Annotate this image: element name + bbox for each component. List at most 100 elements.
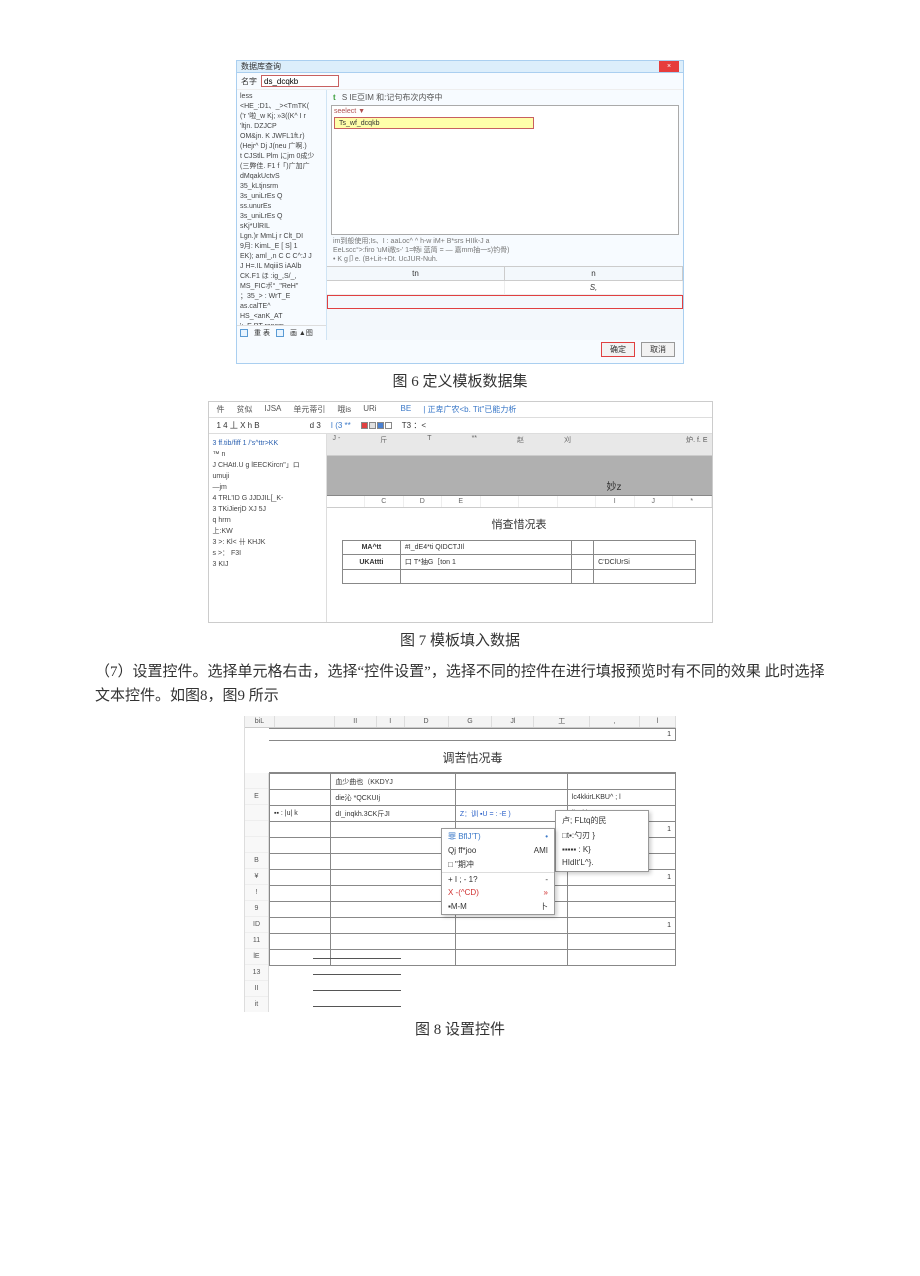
tree-item[interactable]: 35_kLtjnsrm bbox=[240, 182, 323, 192]
cancel-button[interactable]: 取消 bbox=[641, 342, 675, 357]
palette-swatch[interactable] bbox=[377, 422, 384, 429]
close-icon[interactable]: × bbox=[659, 61, 679, 72]
table-cell[interactable]: 口 T*抽G［ton 1 bbox=[400, 555, 571, 570]
tree-item[interactable]: 3s_uniLrEs Q bbox=[240, 212, 323, 222]
row-number bbox=[245, 773, 268, 789]
table-cell[interactable] bbox=[270, 774, 331, 790]
table-cell[interactable]: lc4kkirLKBU^ ; l bbox=[567, 790, 675, 806]
col-header bbox=[327, 496, 366, 507]
menu-item[interactable]: X -(^CD)» bbox=[442, 886, 554, 899]
tree-item[interactable]: (Hejr^ Dj J(neu 广啊.) bbox=[240, 142, 323, 152]
color-palette[interactable] bbox=[361, 422, 392, 429]
tree-item[interactable]: sKj*UlRIL bbox=[240, 222, 323, 232]
plus-icon[interactable]: t bbox=[333, 93, 336, 102]
data-table: MA^tt#I_dE4*ti QIDCTJIlUKAttti口 T*抽G［ton… bbox=[342, 540, 696, 584]
figure-8-window: biLIIIDGJl工,l 1 调苦怙况毒 EB¥!9ID11lE13IIitI… bbox=[244, 716, 676, 1012]
tree-item[interactable]: CK.F1 ほ :ig_,S/_, bbox=[240, 272, 323, 282]
tree-item[interactable]: EK); aml_,n C C C^:J J bbox=[240, 252, 323, 262]
tree-item[interactable]: ('r '啦_w Kj; »3((K^ I r bbox=[240, 112, 323, 122]
table-cell[interactable] bbox=[571, 555, 594, 570]
tree-item[interactable]: (三弊佳. F1 f「)广加广 bbox=[240, 162, 323, 172]
menu-item[interactable]: 单元蒂引 bbox=[293, 404, 325, 415]
table-cell[interactable]: Z：训 ▪U = : -E ) bbox=[455, 806, 567, 822]
row-numbers: EB¥!9ID11lE13IIitIT10 bbox=[245, 773, 269, 1012]
column-headers: biLIIIDGJl工,l bbox=[245, 716, 676, 728]
tree-item[interactable]: ；35_> : WrT_E bbox=[240, 292, 323, 302]
menu-item[interactable]: URi bbox=[363, 404, 376, 415]
tree-item[interactable]: dMqakUctvS bbox=[240, 172, 323, 182]
row-number: ! bbox=[245, 885, 268, 901]
menu-item[interactable]: | 正卑广农<b. Tit"已能力析 bbox=[423, 404, 516, 415]
palette-swatch[interactable] bbox=[369, 422, 376, 429]
menu-item[interactable]: Qj ff*jooAMI bbox=[442, 844, 554, 857]
ok-button[interactable]: 确定 bbox=[601, 342, 635, 357]
table-cell[interactable]: C'DClUrSi bbox=[594, 555, 696, 570]
menu-item[interactable]: 哦is bbox=[337, 404, 351, 415]
submenu-item[interactable]: HIdIt'L^}. bbox=[556, 856, 648, 869]
tree-item[interactable]: 9月: KimL_E [ S] 1 bbox=[240, 242, 323, 252]
sql-textarea[interactable]: seelect ▼ Ts_wf_dcqkb bbox=[331, 105, 679, 235]
tree-item[interactable]: as.calTE^ bbox=[240, 302, 323, 312]
tree-item[interactable]: MS_FICポ°_"ReH" bbox=[240, 282, 323, 292]
context-menu[interactable]: 罪 BflJ'T)•Qj ff*jooAMI□ "期冲+ I ; - 1?-X … bbox=[441, 828, 555, 915]
menubar[interactable]: 件 贫似 IJSA 单元蒂引 哦is URi BE | 正卑广农<b. Tit"已能力析 bbox=[209, 402, 712, 418]
checkbox-icon[interactable] bbox=[240, 329, 248, 337]
tree-item[interactable]: HS_<anK_AT bbox=[240, 312, 323, 322]
menu-item[interactable]: + I ; - 1?- bbox=[442, 873, 554, 886]
tree-item[interactable]: 'ltjn. DZJCP bbox=[240, 122, 323, 132]
palette-swatch[interactable] bbox=[385, 422, 392, 429]
table-cell[interactable] bbox=[270, 790, 331, 806]
context-submenu[interactable]: 卢; FLtq的民□t▪:勺刃 }▪▪▪▪▪ : K}HIdIt'L^}. bbox=[555, 810, 649, 872]
tree-item[interactable]: <HE_:D1、_><TmTK( bbox=[240, 102, 323, 112]
table-cell[interactable] bbox=[342, 570, 400, 584]
menu-item[interactable]: □ "期冲 bbox=[442, 857, 554, 872]
table-cell[interactable] bbox=[594, 541, 696, 555]
table-cell[interactable]: die沁 *QCKUIj bbox=[331, 790, 456, 806]
toolbar[interactable]: 1 4 丄 X h B d 3 I (3 ** T3 ：< bbox=[209, 418, 712, 434]
col-header: II bbox=[335, 716, 377, 727]
gray-header-band: 妙z bbox=[327, 456, 712, 496]
palette-swatch[interactable] bbox=[361, 422, 368, 429]
tree-item[interactable]: t CJStlL Plm にjm 0成少 bbox=[240, 152, 323, 162]
name-row: 名字 bbox=[237, 73, 683, 90]
menu-item[interactable]: 罪 BflJ'T)• bbox=[442, 829, 554, 844]
tree-item[interactable]: OM&jn. K JWFL1ft.r) bbox=[240, 132, 323, 142]
submenu-item[interactable]: 卢; FLtq的民 bbox=[556, 813, 648, 828]
table-cell[interactable]: #I_dE4*ti QIDCTJIl bbox=[400, 541, 571, 555]
menu-item[interactable]: ▪M-M卜 bbox=[442, 899, 554, 914]
table-cell[interactable] bbox=[455, 774, 567, 790]
table-cell[interactable] bbox=[571, 541, 594, 555]
col-header: l bbox=[640, 716, 676, 727]
table-cell[interactable]: ▪▪ : |u| k bbox=[270, 806, 331, 822]
checkbox-icon[interactable] bbox=[276, 329, 284, 337]
menu-item[interactable]: BE bbox=[401, 404, 412, 415]
col-header: C bbox=[365, 496, 404, 507]
table-cell[interactable] bbox=[400, 570, 571, 584]
table-cell[interactable]: dI_inqkh.3CK斤JI bbox=[331, 806, 456, 822]
submenu-item[interactable]: ▪▪▪▪▪ : K} bbox=[556, 843, 648, 856]
table-cell[interactable] bbox=[567, 774, 675, 790]
tree-item[interactable]: less bbox=[240, 92, 323, 102]
tree-item[interactable]: ss.unurEs bbox=[240, 202, 323, 212]
table-cell[interactable]: MA^tt bbox=[342, 541, 400, 555]
tree-item[interactable]: Lgn.)r MmLj r Clt_DI bbox=[240, 232, 323, 242]
tree-item[interactable]: J H=.IL MqiiiS iAAlb bbox=[240, 262, 323, 272]
sheet-area[interactable]: 悄查惜况表 MA^tt#I_dE4*ti QIDCTJIlUKAttti口 T*… bbox=[327, 508, 712, 623]
col-header bbox=[558, 496, 597, 507]
db-tree[interactable]: less<HE_:D1、_><TmTK(('r '啦_w Kj; »3((K^ … bbox=[237, 90, 327, 325]
side-panel[interactable]: 3 ff.tib/fiff 1 /'s^ttr>KK™ nJ CHAtI.U g… bbox=[209, 434, 327, 623]
tree-item[interactable]: 3s_uniLrEs Q bbox=[240, 192, 323, 202]
table-cell[interactable]: UKAttti bbox=[342, 555, 400, 570]
table-cell[interactable]: 血少曲也（KKDYJ bbox=[331, 774, 456, 790]
table-cell[interactable] bbox=[455, 790, 567, 806]
col-header: I bbox=[377, 716, 405, 727]
table-cell[interactable] bbox=[571, 570, 594, 584]
menu-item[interactable]: 件 bbox=[217, 404, 225, 415]
menu-item[interactable]: 贫似 bbox=[237, 404, 253, 415]
menu-item[interactable]: IJSA bbox=[265, 404, 282, 415]
sql-select-prefix: seelect ▼ bbox=[334, 108, 676, 115]
submenu-item[interactable]: □t▪:勺刃 } bbox=[556, 828, 648, 843]
name-input[interactable] bbox=[261, 75, 339, 87]
ruler-marks: J -斤T**赵刈 bbox=[327, 434, 712, 446]
table-cell[interactable] bbox=[594, 570, 696, 584]
